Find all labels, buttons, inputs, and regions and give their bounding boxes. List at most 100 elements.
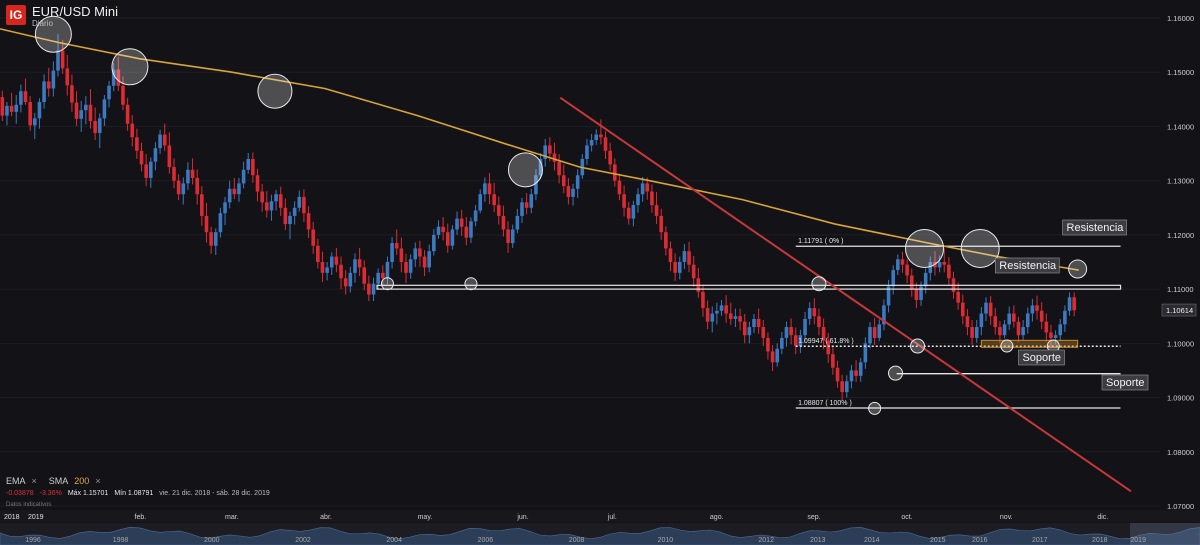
candle-body [469, 221, 473, 238]
candle-body [9, 105, 14, 112]
candle-body [956, 291, 960, 303]
y-tick-label: 1.08000 [1167, 448, 1194, 457]
current-price-box [1161, 303, 1197, 317]
highlight-circle [910, 338, 926, 354]
candle-body [752, 318, 756, 328]
navigator: 1996 1998 2000 2002 2004 2006 2008 2010 2012 2013… [0, 523, 1200, 545]
candle-body [900, 259, 905, 265]
candle-body [292, 207, 297, 216]
candle-body [237, 183, 241, 195]
candle-body [343, 278, 348, 287]
candle-body [390, 243, 394, 262]
y-tick-label: 1.16000 [1167, 14, 1194, 23]
candle-body [575, 175, 580, 189]
current-price-label: 1.10614 [1166, 306, 1193, 315]
candle-body [42, 81, 46, 103]
navigator-window [1130, 523, 1200, 545]
candle-body [1058, 324, 1063, 336]
y-axis: 1.16000 1.15000 1.14000 1.13000 1.12000 1.110… [1161, 14, 1197, 511]
resistencia-label-top-box [1062, 219, 1127, 236]
levels [376, 245, 1122, 409]
candle-body [427, 251, 431, 268]
candle-body [585, 145, 589, 159]
candle-body [14, 104, 19, 112]
candle-body [937, 262, 942, 268]
candle-body [339, 264, 343, 279]
candle-body [998, 327, 1002, 336]
candle-body [798, 335, 803, 347]
candle-body [1053, 335, 1058, 338]
candle-body [566, 186, 571, 197]
highlight-circle [1000, 339, 1014, 353]
highlight-circle [888, 365, 904, 381]
candle-body [413, 248, 418, 260]
navigator-year-label: 2008 [569, 537, 585, 544]
sma-length[interactable]: 200 [74, 476, 90, 486]
candle-body [988, 302, 993, 317]
candle-body [589, 140, 594, 146]
candle-body [404, 262, 408, 273]
y-tick-label: 1.15000 [1167, 68, 1194, 77]
resistencia-label-mid-box [994, 257, 1060, 274]
candle-body [784, 327, 789, 338]
candle-body [51, 70, 56, 89]
candle-body [84, 104, 88, 111]
candle-body [288, 215, 292, 225]
x-month-label: abr. [320, 514, 332, 521]
sma-label[interactable]: SMA [48, 476, 69, 486]
candle-body [1072, 297, 1076, 311]
candle-body [167, 145, 172, 168]
highlight-circles [34, 15, 1088, 415]
candle-body [645, 183, 650, 192]
candle-body [993, 316, 998, 328]
soporte-label-mid-box [1018, 349, 1065, 366]
candle-body [506, 229, 510, 244]
stats-row: -0.03878 -3.36% Máx 1.15701 Mín 1.08791 … [6, 490, 270, 497]
candle-body [432, 234, 436, 252]
candle-body [608, 150, 612, 165]
candle-body [1012, 313, 1016, 322]
candle-body [1049, 332, 1053, 338]
candle-body [733, 316, 738, 319]
candle-body [33, 118, 37, 126]
candle-body [821, 327, 826, 341]
candle-body [613, 164, 617, 181]
candle-body [905, 264, 909, 276]
x-axis-band [0, 510, 1200, 522]
y-tick-label: 1.07000 [1167, 502, 1194, 511]
candle-body [320, 262, 325, 273]
sma-close-icon[interactable]: × [95, 476, 101, 486]
candle-body [436, 226, 441, 235]
candle-body [422, 256, 427, 268]
navigator-year-label: 2018 [1092, 537, 1108, 544]
instrument-title[interactable]: EUR/USD Mini [32, 4, 118, 19]
period-label[interactable]: Diario [32, 19, 53, 28]
candle-body [594, 134, 599, 140]
highlight-circle [34, 15, 72, 53]
navigator-area [0, 526, 1200, 545]
candle-body [204, 215, 209, 233]
candle-body [501, 215, 506, 230]
y-tick-label: 1.14000 [1167, 122, 1194, 131]
navigator-year-label: 2017 [1032, 537, 1048, 544]
highlight-circle [905, 228, 945, 268]
candle-body [909, 275, 914, 290]
candle-body [729, 313, 733, 319]
candle-body [121, 85, 125, 105]
resistencia-label-mid: Resistencia [999, 260, 1057, 272]
navigator-year-label: 2000 [204, 537, 220, 544]
candle-body [974, 327, 979, 338]
ema-close-icon[interactable]: × [31, 476, 37, 486]
candle-body [719, 305, 724, 311]
candle-body [882, 305, 886, 325]
candle-body [705, 308, 710, 322]
candle-body [227, 188, 232, 203]
x-axis: 2018 2019 feb. mar. abr. may. jun. jul. ago. sep.… [0, 510, 1200, 522]
candle-body [65, 68, 70, 86]
ema-label[interactable]: EMA [6, 476, 26, 486]
candle-body [923, 272, 928, 287]
candle-body [302, 196, 306, 214]
candle-body [381, 272, 385, 279]
candle-body [687, 251, 691, 265]
